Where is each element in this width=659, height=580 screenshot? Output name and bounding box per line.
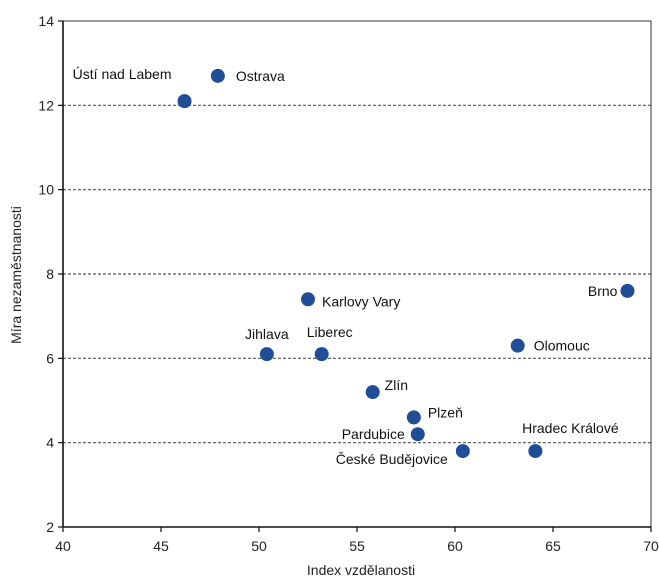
data-point (455, 444, 470, 459)
y-tick-label: 2 (46, 519, 54, 535)
x-tick-label: 45 (153, 538, 169, 554)
y-tick-label: 8 (46, 266, 54, 282)
point-label: Liberec (307, 324, 353, 340)
data-point (406, 410, 421, 425)
data-point (365, 385, 380, 400)
data-point (528, 444, 543, 459)
points-layer (177, 68, 635, 459)
grid-layer (63, 104, 651, 444)
data-point (314, 347, 329, 362)
y-tick-label: 10 (38, 182, 54, 198)
data-point (620, 283, 635, 298)
x-tick-label: 70 (643, 538, 659, 554)
x-axis-title: Index vzdělanosti (307, 562, 415, 578)
y-tick-label: 12 (38, 97, 54, 113)
point-label: Ostrava (236, 68, 285, 84)
x-tick-label: 50 (251, 538, 267, 554)
data-point (301, 292, 315, 307)
point-label: Olomouc (534, 338, 590, 354)
point-label: Zlín (385, 377, 408, 393)
data-point (177, 94, 192, 109)
point-label: Jihlava (245, 326, 289, 342)
axis-layer: 2 4 6 8 10 12 14 40 45 50 55 60 65 70 (38, 13, 659, 554)
y-axis-title: Míra nezaměstnanosti (8, 206, 24, 344)
point-label: České Budějovice (336, 451, 448, 467)
point-label: Hradec Králové (522, 420, 619, 436)
data-point (210, 68, 225, 83)
y-tick-label: 6 (46, 350, 54, 366)
y-tick-label: 4 (46, 435, 54, 451)
x-tick-label: 55 (349, 538, 365, 554)
point-label: Brno (588, 283, 618, 299)
point-labels-layer: Ústí nad Labem Ostrava Brno Karlovy Vary Olo… (73, 66, 619, 467)
y-tick-label: 14 (38, 13, 54, 29)
point-label: Karlovy Vary (322, 293, 400, 309)
data-point (510, 338, 525, 353)
x-tick-label: 65 (545, 538, 561, 554)
point-label: Ústí nad Labem (73, 66, 172, 82)
x-tick-label: 60 (447, 538, 463, 554)
data-point (410, 427, 425, 442)
data-point (259, 347, 274, 362)
point-label: Pardubice (342, 426, 405, 442)
point-label: Plzeň (428, 404, 463, 420)
x-tick-label: 40 (55, 538, 71, 554)
